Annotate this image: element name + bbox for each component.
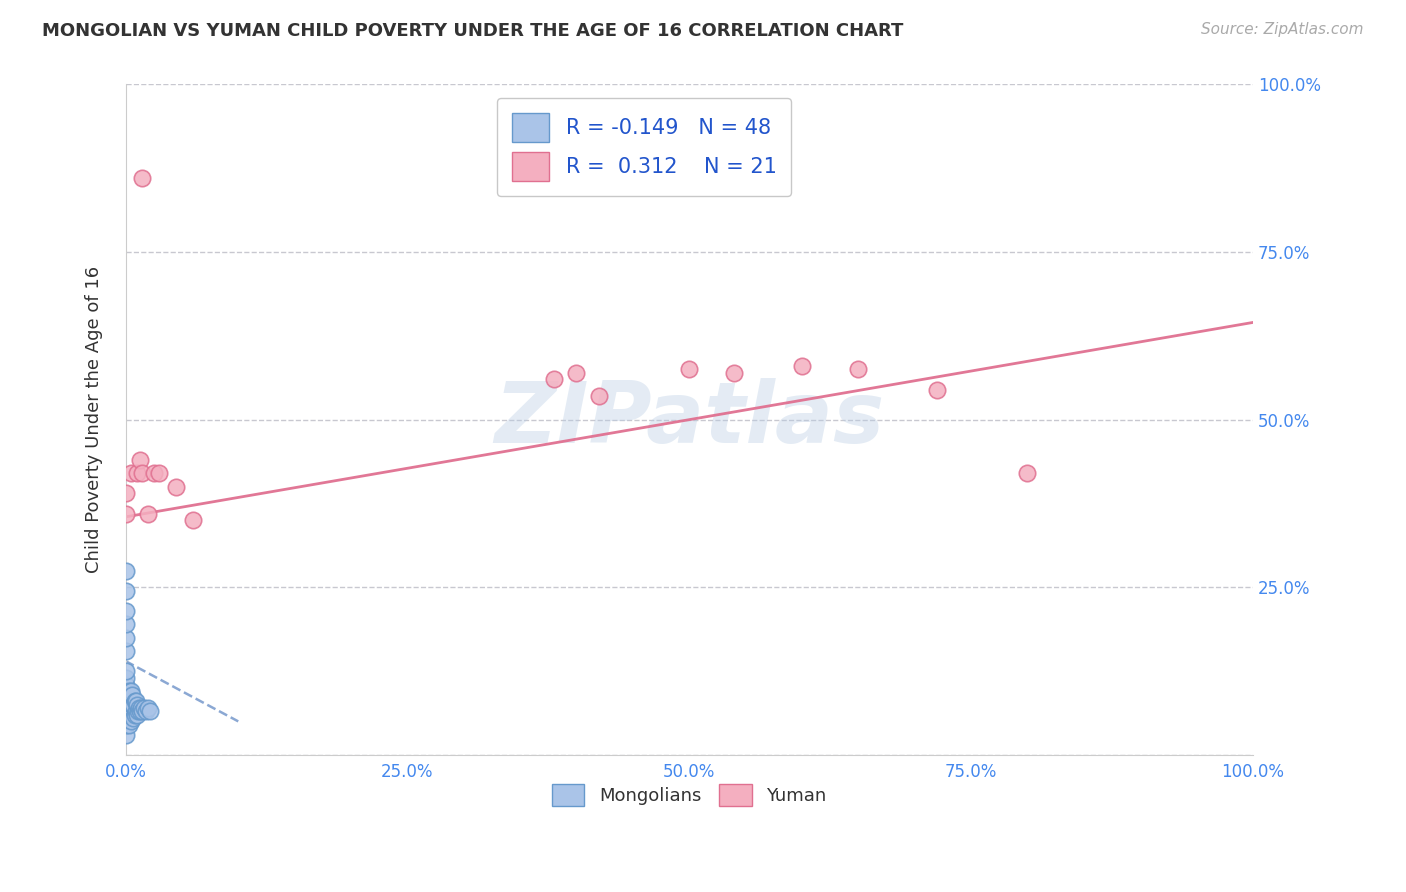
Point	[114, 507, 136, 521]
Point	[543, 372, 565, 386]
Point	[120, 714, 142, 729]
Point	[118, 684, 141, 698]
Point	[114, 604, 136, 618]
Point	[142, 467, 165, 481]
Point	[120, 704, 142, 718]
Point	[118, 690, 141, 705]
Point	[114, 704, 136, 718]
Point	[118, 717, 141, 731]
Point	[131, 467, 153, 481]
Point	[181, 513, 204, 527]
Point	[129, 704, 152, 718]
Point	[148, 467, 170, 481]
Point	[121, 698, 143, 712]
Point	[678, 362, 700, 376]
Text: ZIPatlas: ZIPatlas	[494, 378, 884, 461]
Point	[114, 631, 136, 645]
Point	[128, 701, 150, 715]
Point	[136, 701, 159, 715]
Point	[125, 467, 148, 481]
Point	[131, 701, 153, 715]
Point	[122, 711, 145, 725]
Point	[124, 704, 146, 718]
Point	[135, 704, 157, 718]
Point	[132, 701, 155, 715]
Point	[139, 704, 162, 718]
Point	[124, 707, 146, 722]
Text: MONGOLIAN VS YUMAN CHILD POVERTY UNDER THE AGE OF 16 CORRELATION CHART: MONGOLIAN VS YUMAN CHILD POVERTY UNDER T…	[42, 22, 904, 40]
Point	[127, 704, 149, 718]
Point	[114, 664, 136, 678]
Point	[118, 704, 141, 718]
Point	[723, 366, 745, 380]
Point	[122, 698, 145, 712]
Point	[1017, 467, 1039, 481]
Point	[131, 704, 153, 718]
Point	[114, 711, 136, 725]
Text: Source: ZipAtlas.com: Source: ZipAtlas.com	[1201, 22, 1364, 37]
Point	[121, 707, 143, 722]
Point	[120, 684, 142, 698]
Point	[114, 617, 136, 632]
Point	[114, 684, 136, 698]
Point	[120, 467, 142, 481]
Point	[114, 486, 136, 500]
Point	[117, 698, 139, 712]
Point	[790, 359, 813, 373]
Point	[117, 711, 139, 725]
Y-axis label: Child Poverty Under the Age of 16: Child Poverty Under the Age of 16	[86, 266, 103, 574]
Point	[927, 383, 949, 397]
Point	[124, 694, 146, 708]
Point	[165, 480, 187, 494]
Point	[114, 583, 136, 598]
Legend: Mongolians, Yuman: Mongolians, Yuman	[544, 776, 834, 813]
Point	[114, 698, 136, 712]
Point	[114, 671, 136, 685]
Point	[114, 564, 136, 578]
Point	[118, 707, 141, 722]
Point	[125, 698, 148, 712]
Point	[114, 690, 136, 705]
Point	[125, 707, 148, 722]
Point	[121, 688, 143, 702]
Point	[565, 366, 588, 380]
Point	[114, 728, 136, 742]
Point	[118, 694, 141, 708]
Point	[114, 717, 136, 731]
Point	[114, 644, 136, 658]
Point	[120, 694, 142, 708]
Point	[129, 453, 152, 467]
Point	[588, 389, 610, 403]
Point	[124, 694, 146, 708]
Point	[114, 677, 136, 691]
Point	[131, 171, 153, 186]
Point	[136, 507, 159, 521]
Point	[846, 362, 869, 376]
